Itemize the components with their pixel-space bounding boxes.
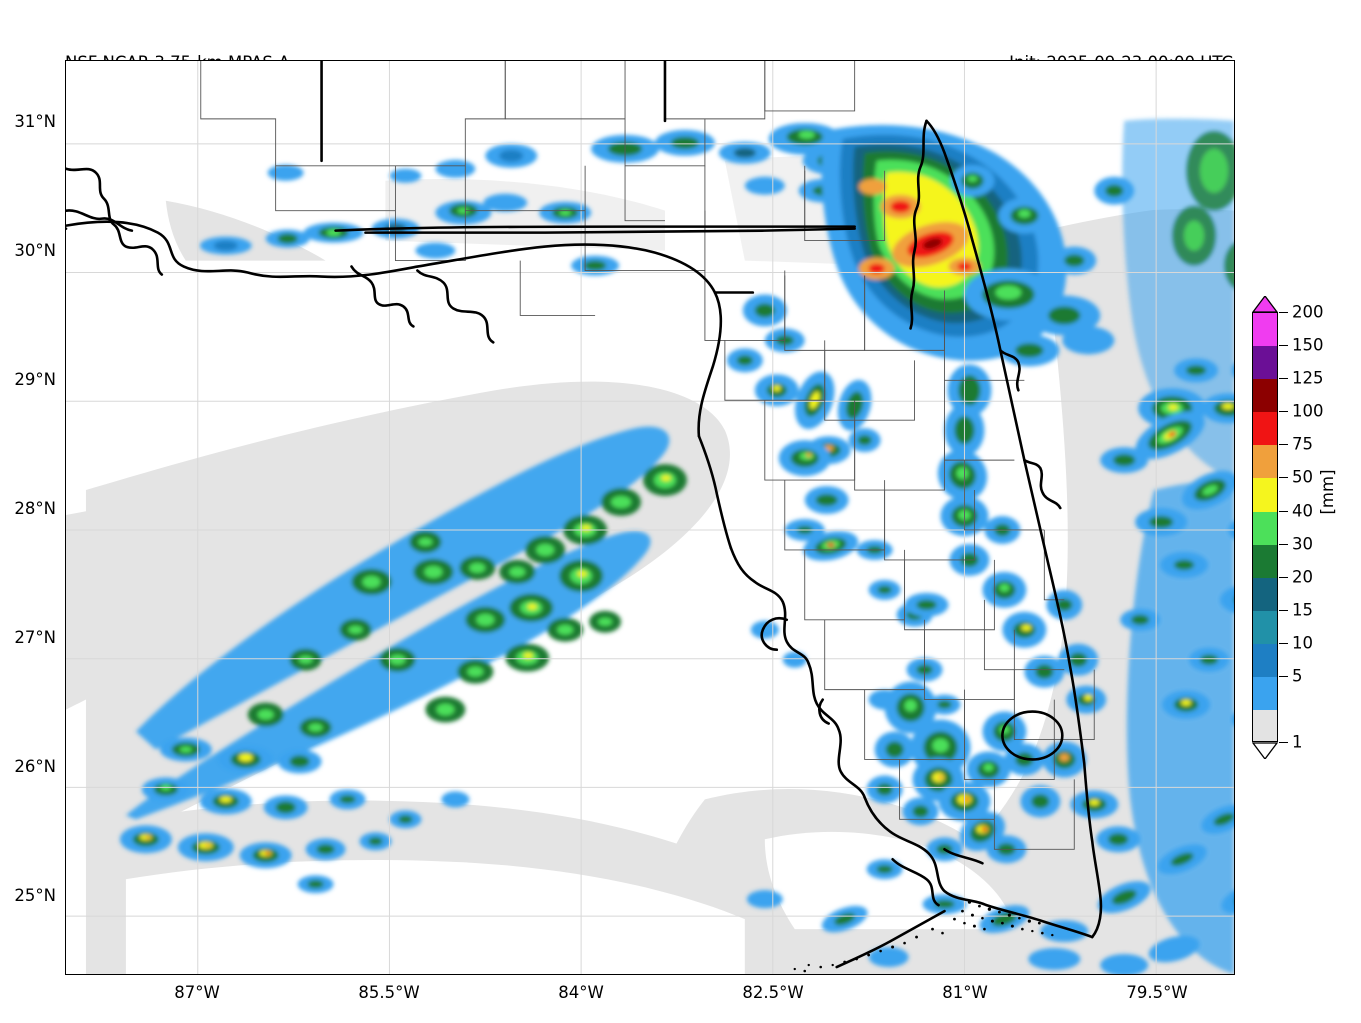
colorbar-over-arrow: [1252, 296, 1278, 313]
cbar-band-30-40: [1253, 544, 1277, 578]
cbar-band-200-plus: [1253, 313, 1277, 347]
cbar-label-15: 15: [1292, 600, 1313, 620]
cbar-label-5: 5: [1292, 666, 1303, 686]
cbar-tick-10: [1279, 643, 1288, 644]
cbar-tick-200: [1279, 312, 1288, 313]
cbar-label-150: 150: [1292, 335, 1324, 355]
lat-tick-27n: 27°N: [14, 628, 56, 647]
cbar-label-125: 125: [1292, 368, 1324, 388]
cbar-band-15-20: [1253, 610, 1277, 644]
cbar-band-40-50: [1253, 511, 1277, 545]
cbar-tick-15: [1279, 610, 1288, 611]
cbar-label-50: 50: [1292, 467, 1313, 487]
lat-tick-28n: 28°N: [14, 499, 56, 518]
colorbar-gradient: [1252, 312, 1278, 742]
cbar-label-20: 20: [1292, 567, 1313, 587]
lat-tick-25n: 25°N: [14, 886, 56, 905]
cbar-tick-30: [1279, 544, 1288, 545]
lon-tick-84w: 84°W: [558, 983, 604, 1002]
cbar-band-10-15: [1253, 643, 1277, 678]
cbar-label-1: 1: [1292, 732, 1303, 752]
cbar-tick-150: [1279, 345, 1288, 346]
cbar-label-100: 100: [1292, 401, 1324, 421]
cbar-tick-50: [1279, 477, 1288, 478]
cbar-label-40: 40: [1292, 501, 1313, 521]
cbar-label-10: 10: [1292, 633, 1313, 653]
cbar-label-30: 30: [1292, 534, 1313, 554]
map-plot-area: [65, 60, 1235, 975]
lat-tick-31n: 31°N: [14, 112, 56, 131]
cbar-band-5-10: [1253, 677, 1277, 711]
lon-tick-795w: 79.5°W: [1126, 983, 1188, 1002]
cbar-band-20-30: [1253, 577, 1277, 611]
coastline-and-state-borders: [66, 61, 1103, 969]
precipitation-map: [66, 61, 1234, 974]
cbar-tick-1: [1279, 742, 1288, 743]
lon-tick-87w: 87°W: [174, 983, 220, 1002]
lon-tick-825w: 82.5°W: [742, 983, 804, 1002]
cbar-band-150-200: [1253, 346, 1277, 380]
cbar-tick-40: [1279, 511, 1288, 512]
lon-tick-855w: 85.5°W: [358, 983, 420, 1002]
cbar-band-75-100: [1253, 445, 1277, 479]
lat-lon-gridlines: [66, 61, 1234, 974]
cbar-band-50-75: [1253, 478, 1277, 512]
cbar-tick-20: [1279, 577, 1288, 578]
colorbar-under-arrow: [1252, 742, 1278, 759]
cbar-label-75: 75: [1292, 434, 1313, 454]
precipitation-colorbar: 200 150 125 100 75 50 40 30 20 15 10 5 1: [1252, 296, 1324, 759]
county-boundaries: [200, 61, 1095, 850]
florida-keys-islands: [793, 900, 1054, 973]
lon-tick-81w: 81°W: [942, 983, 988, 1002]
lat-tick-30n: 30°N: [14, 241, 56, 260]
cbar-tick-100: [1279, 411, 1288, 412]
lat-tick-29n: 29°N: [14, 370, 56, 389]
cbar-tick-75: [1279, 444, 1288, 445]
cbar-tick-5: [1279, 676, 1288, 677]
colorbar-unit-label: [mm]: [1318, 469, 1337, 515]
cbar-band-100-125: [1253, 412, 1277, 446]
cbar-band-125-150: [1253, 379, 1277, 413]
cbar-label-200: 200: [1292, 302, 1324, 322]
lat-tick-26n: 26°N: [14, 757, 56, 776]
cbar-tick-125: [1279, 378, 1288, 379]
cbar-band-1-5: [1253, 710, 1277, 741]
